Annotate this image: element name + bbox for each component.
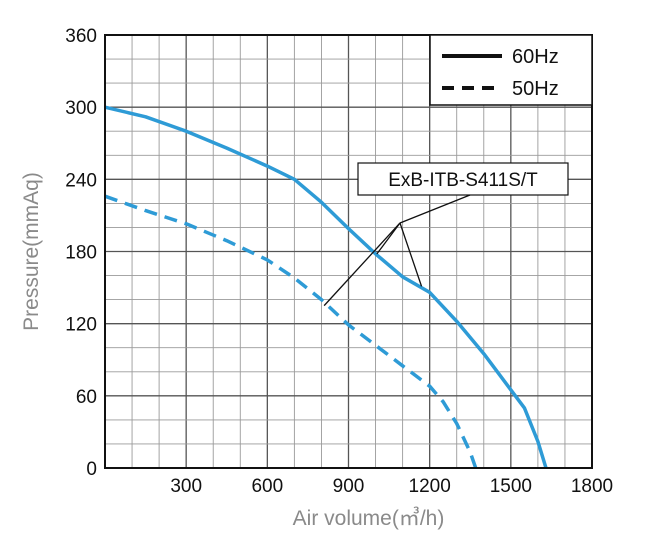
x-axis-title: Air volume(㎥/h): [293, 506, 445, 530]
x-tick-label: 1800: [571, 476, 613, 497]
y-tick-label: 300: [65, 98, 97, 119]
y-tick-label: 120: [65, 315, 97, 336]
legend-label-50hz: 50Hz: [512, 78, 559, 100]
series-line-60hz: [104, 105, 548, 469]
axis-ticks: 300 600 900 1200 1500 1800 0 60 120 180 240 300 360: [65, 26, 613, 497]
leader-line-50hz: [323, 222, 401, 307]
x-tick-label: 600: [251, 476, 283, 497]
model-annotation: ExB-ITB-S411S/T: [323, 162, 569, 307]
y-tick-label: 180: [65, 243, 97, 264]
y-tick-label: 0: [86, 459, 97, 480]
series-line-50hz: [104, 194, 478, 469]
x-tick-label: 300: [170, 476, 202, 497]
y-tick-label: 240: [65, 170, 97, 191]
plot-frame: [104, 34, 593, 469]
annotation-leader-lines: [323, 194, 471, 307]
legend-box: [429, 34, 593, 106]
leader-line-60hz: [399, 222, 423, 287]
x-tick-label: 1500: [490, 476, 532, 497]
x-tick-label: 1200: [409, 476, 451, 497]
leader-line: [399, 194, 471, 224]
legend: 60Hz 50Hz: [429, 34, 593, 106]
x-tick-label: 900: [333, 476, 365, 497]
y-tick-label: 360: [65, 26, 97, 47]
legend-label-60hz: 60Hz: [512, 46, 559, 68]
y-tick-label: 60: [76, 387, 97, 408]
annotation-box: [357, 162, 569, 196]
performance-curves: [104, 105, 548, 469]
annotation-label: ExB-ITB-S411S/T: [388, 170, 538, 191]
y-axis-title: Pressure(mmAq): [20, 172, 43, 331]
